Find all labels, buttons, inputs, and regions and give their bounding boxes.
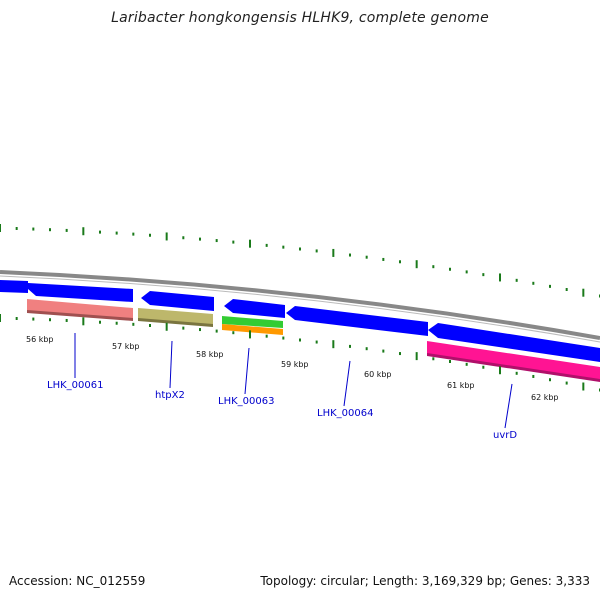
- feature-LHK_00061[interactable]: [27, 299, 133, 320]
- cds-feature[interactable]: [286, 306, 428, 336]
- kbp-labels: 56 kbp 57 kbp 58 kbp 59 kbp 60 kbp 61 kb…: [26, 335, 559, 402]
- gene-label-LHK_00061[interactable]: LHK_00061: [47, 380, 103, 391]
- feature-htpX2-shadow: [138, 318, 213, 327]
- outer-tick-track: [0, 224, 600, 298]
- genome-summary-text: Topology: circular; Length: 3,169,329 bp…: [260, 574, 590, 588]
- cds-feature[interactable]: [28, 283, 133, 302]
- kbp-label: 58 kbp: [196, 350, 224, 359]
- leader-LHK_00064: [343, 360, 351, 407]
- accession-text: Accession: NC_012559: [9, 574, 146, 588]
- feature-uvrD[interactable]: [427, 341, 600, 381]
- rna-track: [27, 299, 600, 382]
- gene-label-LHK_00063[interactable]: LHK_00063: [218, 396, 274, 407]
- gene-label-uvrD[interactable]: uvrD: [493, 430, 517, 441]
- kbp-label: 61 kbp: [447, 381, 475, 390]
- gene-labels: LHK_00061 htpX2 LHK_00063 LHK_00064 uvrD: [47, 380, 517, 441]
- gene-label-LHK_00064[interactable]: LHK_00064: [317, 408, 373, 419]
- gene-leaders: [74, 333, 513, 429]
- map-title: Laribacter hongkongensis HLHK9, complete…: [111, 10, 489, 26]
- inner-tick-track: [0, 314, 600, 392]
- kbp-label: 60 kbp: [364, 370, 392, 379]
- genome-backbone-inner: [0, 275, 600, 343]
- feature-LHK_00063-orange[interactable]: [222, 324, 283, 335]
- gene-label-htpX2[interactable]: htpX2: [155, 390, 185, 401]
- cds-track: [0, 280, 600, 362]
- cds-feature[interactable]: [428, 323, 600, 362]
- leader-LHK_00063: [244, 347, 250, 395]
- feature-LHK_00063-green[interactable]: [222, 316, 283, 328]
- leader-uvrD: [504, 383, 513, 429]
- cds-feature[interactable]: [224, 299, 285, 318]
- kbp-label: 57 kbp: [112, 342, 140, 351]
- kbp-label: 56 kbp: [26, 335, 54, 344]
- leader-htpX2: [169, 340, 173, 389]
- cds-feature[interactable]: [141, 291, 214, 311]
- genome-backbone: [0, 270, 600, 340]
- cds-feature[interactable]: [0, 280, 28, 293]
- feature-LHK_00061-shadow: [27, 310, 133, 321]
- kbp-label: 62 kbp: [531, 393, 559, 402]
- feature-uvrD-shadow: [427, 353, 600, 382]
- kbp-label: 59 kbp: [281, 360, 309, 369]
